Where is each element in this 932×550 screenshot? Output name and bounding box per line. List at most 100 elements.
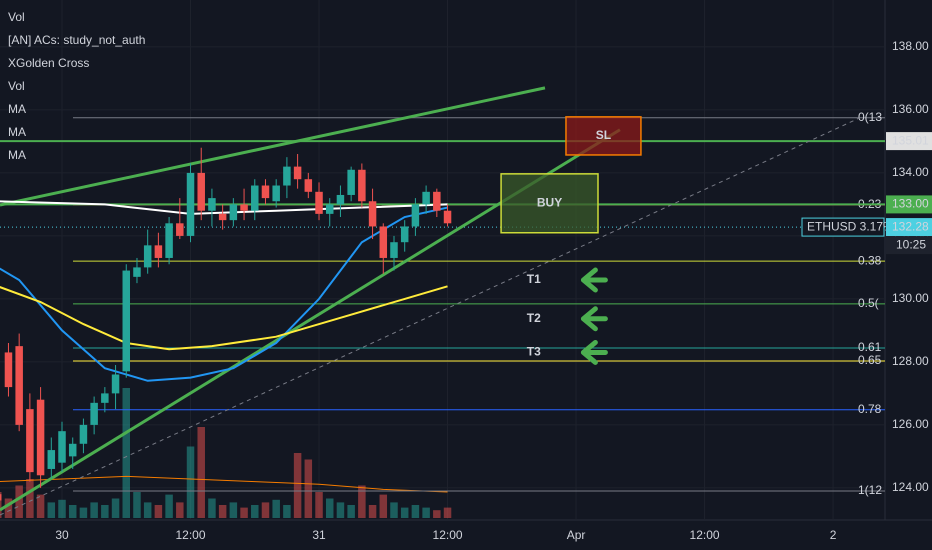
candle-body (443, 210, 452, 224)
candle-body (379, 226, 388, 258)
candle-body (315, 191, 323, 214)
indicator-label: XGolden Cross (8, 56, 89, 70)
candle-body (390, 242, 398, 258)
candle-body (90, 402, 98, 425)
candle-body (358, 169, 366, 202)
target-arrow (580, 339, 608, 365)
volume-bar (443, 507, 452, 518)
volume-bar (165, 494, 173, 518)
volume-bar (304, 459, 313, 518)
volume-bar (411, 505, 420, 518)
x-tick-label: 31 (312, 528, 326, 542)
symbol-tag-label: ETHUSD 3.17% (807, 219, 894, 233)
volume-bar (433, 510, 441, 518)
volume-bar (390, 502, 398, 518)
candle-body (304, 179, 313, 192)
candle-body (143, 245, 152, 268)
candle-body (58, 431, 66, 463)
volume-bar (133, 492, 141, 518)
fib-label: 0.5( (858, 296, 879, 310)
volume-ma-line (0, 475, 448, 493)
volume-bar (111, 498, 120, 518)
candle-body (400, 226, 409, 243)
candle-body (368, 201, 377, 227)
countdown-tag (886, 236, 932, 255)
indicator-label: MA (8, 125, 26, 139)
volume-bar (101, 505, 109, 518)
volume-bar (422, 507, 430, 518)
candle-body (347, 169, 355, 195)
fib-label: 0(13 (858, 110, 882, 124)
target-label: T2 (527, 311, 541, 325)
level-tag-label: 133.00 (892, 197, 929, 211)
volume-bar (272, 499, 280, 518)
volume-bar (143, 502, 152, 518)
x-tick-label: 12:00 (175, 528, 205, 542)
volume-bar (240, 507, 248, 518)
candle-body (36, 399, 45, 476)
volume-bar (79, 507, 88, 518)
y-tick-label: 136.00 (892, 102, 929, 116)
y-tick-label: 138.00 (892, 39, 929, 53)
candle-body (79, 424, 88, 444)
y-tick-label: 130.00 (892, 291, 929, 305)
candle-body (133, 267, 141, 277)
fib-label: 1(12 (858, 483, 882, 497)
candle-body (293, 166, 302, 180)
volume-bar (176, 502, 184, 518)
trendline (0, 86, 546, 207)
candle-body (240, 204, 248, 211)
candle-body (15, 346, 23, 425)
volume-bar (261, 502, 270, 518)
indicator-label: Vol (8, 79, 25, 93)
zone-box (500, 173, 599, 234)
price-tag-label: 132.28 (892, 219, 929, 233)
x-tick-label: Apr (567, 528, 586, 542)
fib-label: 0.38 (858, 253, 882, 267)
ma-line (0, 206, 448, 382)
candle-body (122, 270, 131, 372)
fib-label: 0.65 (858, 353, 882, 367)
volume-bar (315, 492, 323, 518)
volume-bar (379, 494, 388, 518)
volume-bar (358, 485, 366, 518)
volume-bar (68, 505, 77, 518)
candle-body (68, 443, 77, 457)
fib-label: 0.78 (858, 402, 882, 416)
candle-body (111, 374, 120, 394)
candle-body (251, 185, 259, 211)
volume-bar (347, 505, 355, 518)
target-arrow (580, 267, 608, 293)
indicator-label: Vol (8, 10, 25, 24)
candle-body (433, 191, 441, 211)
y-tick-label: 124.00 (892, 480, 929, 494)
candle-body (154, 245, 163, 258)
candle-body (176, 223, 184, 236)
candle-body (101, 393, 109, 403)
indicator-label: MA (8, 148, 26, 162)
volume-bar (186, 446, 195, 518)
candle-body (47, 450, 56, 469)
volume-bar (4, 498, 13, 518)
candle-body (218, 213, 227, 221)
volume-bar (36, 494, 45, 518)
x-tick-label: 12:00 (690, 528, 720, 542)
volume-bar (293, 453, 302, 518)
volume-bar (218, 505, 227, 518)
candle-body (0, 494, 2, 501)
volume-bar (47, 502, 56, 518)
target-label: T3 (527, 345, 541, 359)
price-tag (886, 218, 932, 237)
candle-body (208, 198, 216, 211)
fib-label: 0.61 (858, 340, 882, 354)
candle-body (165, 223, 173, 258)
candle-body (422, 191, 430, 205)
x-tick-label: 2 (830, 528, 837, 542)
candle-body (336, 194, 345, 205)
volume-bar (26, 479, 34, 518)
volume-bar (154, 505, 163, 518)
level-tag (886, 195, 932, 214)
indicator-label: MA (8, 102, 26, 116)
